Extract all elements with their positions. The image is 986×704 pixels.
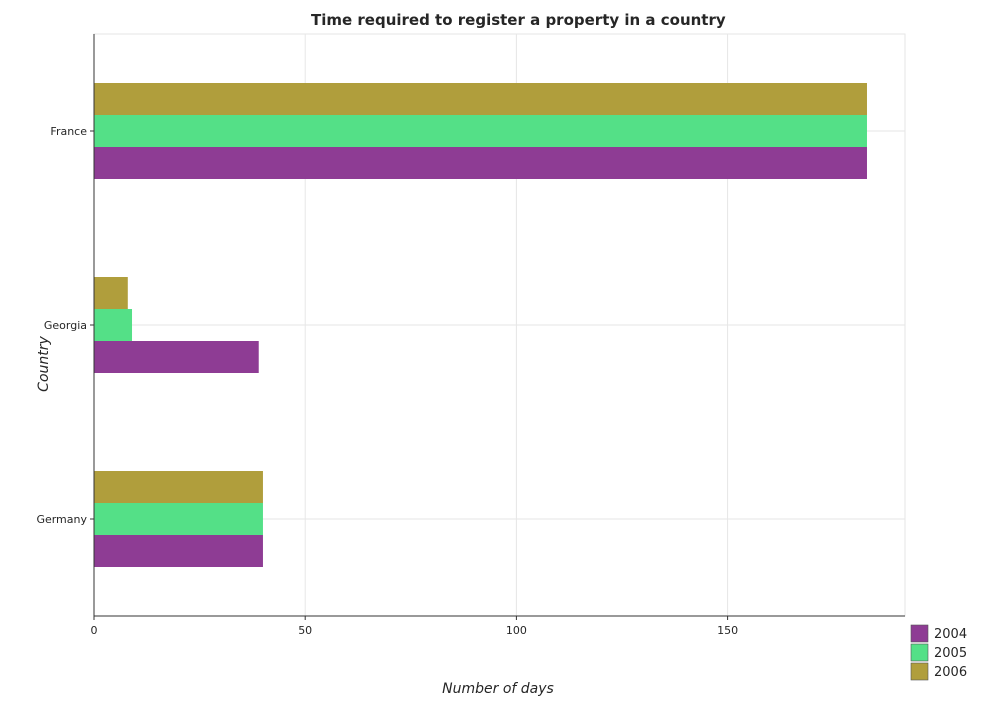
y-tick-label-france: France [50, 125, 87, 138]
bars [94, 83, 867, 567]
legend: 2004 2005 2006 [910, 624, 967, 681]
legend-swatch-2005 [910, 643, 929, 662]
y-tick-label-germany: Germany [36, 513, 87, 526]
bar-germany-2004 [94, 535, 263, 567]
bar-georgia-2006 [94, 277, 128, 309]
y-tick-label-georgia: Georgia [44, 319, 87, 332]
x-axis-label: Number of days [442, 681, 554, 697]
x-tick-label: 150 [717, 624, 738, 637]
bar-georgia-2004 [94, 341, 259, 373]
bar-france-2005 [94, 115, 867, 147]
legend-label-2004: 2004 [934, 627, 967, 642]
legend-label-2006: 2006 [934, 665, 967, 680]
bar-georgia-2005 [94, 309, 133, 341]
legend-swatch-2006 [910, 662, 929, 681]
axes: 0 50 100 150 France Georgia Germany [36, 34, 905, 637]
x-tick-label: 50 [298, 624, 312, 637]
bar-france-2004 [94, 147, 867, 179]
x-tick-label: 0 [91, 624, 98, 637]
x-tick-label: 100 [506, 624, 527, 637]
bar-germany-2006 [94, 471, 263, 503]
bar-germany-2005 [94, 503, 263, 535]
legend-swatch-2004 [910, 624, 929, 643]
legend-label-2005: 2005 [934, 646, 967, 661]
bar-france-2006 [94, 83, 867, 115]
chart-title: Time required to register a property in … [311, 11, 726, 29]
y-axis-label: Country [36, 335, 52, 391]
